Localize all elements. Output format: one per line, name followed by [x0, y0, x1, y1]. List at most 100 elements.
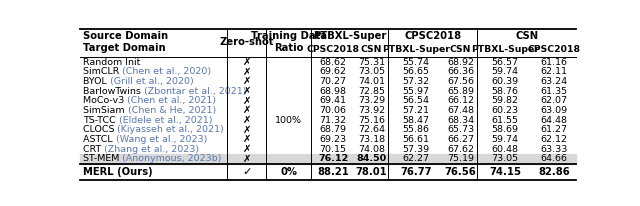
- Text: 59.74: 59.74: [492, 135, 518, 144]
- Text: 61.16: 61.16: [541, 57, 568, 67]
- Text: BarlowTwins: BarlowTwins: [83, 87, 144, 96]
- Text: 75.16: 75.16: [358, 116, 385, 125]
- Text: ✗: ✗: [243, 86, 251, 96]
- Text: 72.64: 72.64: [358, 125, 385, 134]
- Text: CLOCS: CLOCS: [83, 125, 118, 134]
- Text: (Chen et al., 2020): (Chen et al., 2020): [122, 67, 211, 76]
- Text: 69.41: 69.41: [319, 96, 347, 105]
- Text: 57.39: 57.39: [403, 145, 429, 153]
- Text: 68.98: 68.98: [319, 87, 347, 96]
- Text: CSN: CSN: [361, 45, 382, 54]
- Text: 69.62: 69.62: [319, 67, 347, 76]
- Text: ✗: ✗: [243, 134, 251, 144]
- Text: 61.55: 61.55: [492, 116, 518, 125]
- Text: 58.47: 58.47: [403, 116, 429, 125]
- Text: PTBXL-Super: PTBXL-Super: [313, 30, 387, 41]
- Text: 67.62: 67.62: [447, 145, 474, 153]
- Text: 55.97: 55.97: [403, 87, 429, 96]
- Text: ✗: ✗: [243, 96, 251, 106]
- Text: 57.32: 57.32: [403, 77, 429, 86]
- Text: CSN: CSN: [450, 45, 471, 54]
- Text: 56.65: 56.65: [403, 67, 429, 76]
- Text: 55.86: 55.86: [403, 125, 429, 134]
- Text: 63.24: 63.24: [541, 77, 568, 86]
- Text: TS-TCC: TS-TCC: [83, 116, 119, 125]
- Text: ✗: ✗: [243, 154, 251, 164]
- Text: SimSiam: SimSiam: [83, 106, 127, 115]
- Text: 56.61: 56.61: [403, 135, 429, 144]
- Text: 63.09: 63.09: [541, 106, 568, 115]
- Text: (Zhang et al., 2023): (Zhang et al., 2023): [104, 145, 199, 153]
- Text: ✗: ✗: [243, 76, 251, 86]
- Text: 74.15: 74.15: [489, 167, 521, 177]
- Text: Source Domain
Target Domain: Source Domain Target Domain: [83, 31, 168, 53]
- Text: 58.69: 58.69: [492, 125, 518, 134]
- Text: (Eldele et al., 2021): (Eldele et al., 2021): [119, 116, 212, 125]
- Text: 66.27: 66.27: [447, 135, 474, 144]
- Text: 62.07: 62.07: [541, 96, 568, 105]
- Text: 84.50: 84.50: [356, 154, 387, 163]
- Text: (Kiyasseh et al., 2021): (Kiyasseh et al., 2021): [118, 125, 224, 134]
- Text: 61.35: 61.35: [541, 87, 568, 96]
- Text: 60.23: 60.23: [492, 106, 518, 115]
- Text: PTBXL-Super: PTBXL-Super: [471, 45, 539, 54]
- Text: 62.12: 62.12: [541, 135, 568, 144]
- Text: ✓: ✓: [242, 167, 252, 177]
- Text: 68.34: 68.34: [447, 116, 474, 125]
- Text: 70.15: 70.15: [319, 145, 347, 153]
- Text: CPSC2018: CPSC2018: [528, 45, 581, 54]
- Text: 67.48: 67.48: [447, 106, 474, 115]
- Text: 62.27: 62.27: [403, 154, 429, 163]
- Text: 68.92: 68.92: [447, 57, 474, 67]
- Text: ✗: ✗: [243, 105, 251, 115]
- Text: ✗: ✗: [243, 115, 251, 125]
- Text: 73.29: 73.29: [358, 96, 385, 105]
- Text: MERL (Ours): MERL (Ours): [83, 167, 152, 177]
- Text: ASTCL: ASTCL: [83, 135, 116, 144]
- Text: 69.23: 69.23: [319, 135, 347, 144]
- Text: 65.73: 65.73: [447, 125, 474, 134]
- Text: 56.57: 56.57: [492, 57, 518, 67]
- Text: 67.56: 67.56: [447, 77, 474, 86]
- Text: MoCo-v3: MoCo-v3: [83, 96, 127, 105]
- Text: ✗: ✗: [243, 144, 251, 154]
- Text: ✗: ✗: [243, 125, 251, 135]
- Text: 70.27: 70.27: [319, 77, 347, 86]
- Text: 78.01: 78.01: [356, 167, 387, 177]
- Text: 82.86: 82.86: [538, 167, 570, 177]
- Text: Zero-shot: Zero-shot: [220, 37, 274, 47]
- Text: 61.27: 61.27: [541, 125, 568, 134]
- Text: 75.19: 75.19: [447, 154, 474, 163]
- Text: 59.74: 59.74: [492, 67, 518, 76]
- Text: CPSC2018: CPSC2018: [404, 30, 461, 41]
- Text: SimCLR: SimCLR: [83, 67, 122, 76]
- Text: 76.12: 76.12: [318, 154, 348, 163]
- Text: 73.92: 73.92: [358, 106, 385, 115]
- Text: 58.76: 58.76: [492, 87, 518, 96]
- Text: 64.66: 64.66: [541, 154, 568, 163]
- Text: 73.18: 73.18: [358, 135, 385, 144]
- Text: (Zbontar et al., 2021): (Zbontar et al., 2021): [144, 87, 246, 96]
- Text: (Chen & He, 2021): (Chen & He, 2021): [127, 106, 216, 115]
- Text: 55.74: 55.74: [403, 57, 429, 67]
- Text: ST-MEM: ST-MEM: [83, 154, 122, 163]
- Text: CPSC2018: CPSC2018: [307, 45, 360, 54]
- Text: 64.48: 64.48: [541, 116, 568, 125]
- Text: (Anonymous, 2023b): (Anonymous, 2023b): [122, 154, 222, 163]
- Bar: [80, 154, 576, 164]
- Text: 72.85: 72.85: [358, 87, 385, 96]
- Text: 74.08: 74.08: [358, 145, 385, 153]
- Text: ✗: ✗: [243, 57, 251, 67]
- Text: 60.39: 60.39: [492, 77, 518, 86]
- Text: 73.05: 73.05: [492, 154, 518, 163]
- Text: ✗: ✗: [243, 67, 251, 77]
- Text: (Chen et al., 2021): (Chen et al., 2021): [127, 96, 216, 105]
- Text: 65.89: 65.89: [447, 87, 474, 96]
- Text: 59.82: 59.82: [492, 96, 518, 105]
- Text: Training Data
Ratio: Training Data Ratio: [251, 31, 327, 53]
- Text: 88.21: 88.21: [317, 167, 349, 177]
- Text: 56.54: 56.54: [403, 96, 429, 105]
- Text: 66.36: 66.36: [447, 67, 474, 76]
- Text: BYOL: BYOL: [83, 77, 109, 86]
- Text: 66.12: 66.12: [447, 96, 474, 105]
